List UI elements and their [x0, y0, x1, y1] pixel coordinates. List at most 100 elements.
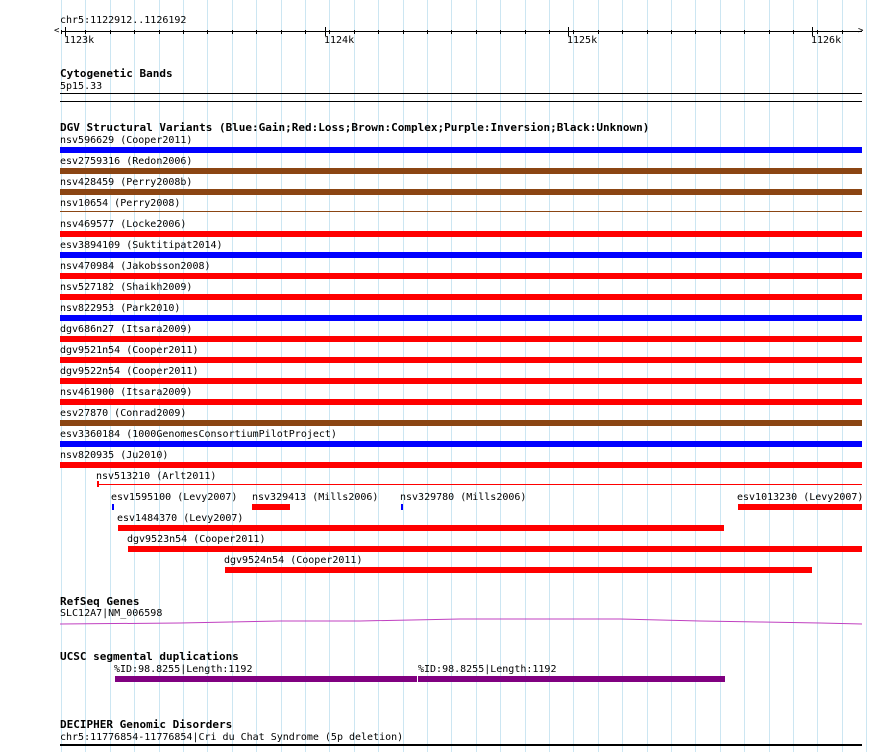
refseq-gene-model[interactable]: [60, 615, 862, 631]
decipher-label[interactable]: chr5:11776854-11776854|Cri du Chat Syndr…: [60, 732, 404, 743]
dgv-feature-bar[interactable]: [60, 211, 862, 212]
ruler-tick-label: 1125k: [567, 35, 598, 46]
ruler-minor-tick: [769, 30, 770, 34]
ruler-minor-tick: [525, 30, 526, 34]
dgv-feature-label[interactable]: nsv329780 (Mills2006): [400, 492, 527, 503]
dgv-feature-bar[interactable]: [60, 294, 862, 300]
dgv-feature-bar[interactable]: [60, 357, 862, 363]
dgv-feature-bar[interactable]: [112, 504, 114, 510]
ruler-minor-tick: [378, 30, 379, 34]
dgv-feature-label[interactable]: esv27870 (Conrad2009): [60, 408, 187, 419]
ruler-left-arrow: <: [54, 26, 60, 36]
ruler-axis: [61, 31, 862, 32]
ruler-minor-tick: [159, 30, 160, 34]
dgv-feature-label[interactable]: esv1013230 (Levy2007): [737, 492, 864, 503]
dgv-feature-label[interactable]: nsv461900 (Itsara2009): [60, 387, 193, 398]
cytoband-label[interactable]: 5p15.33: [60, 81, 103, 92]
dgv-feature-label[interactable]: nsv470984 (Jakobsson2008): [60, 261, 211, 272]
dgv-feature-bar[interactable]: [225, 567, 812, 573]
dgv-feature-label[interactable]: dgv9522n54 (Cooper2011): [60, 366, 199, 377]
dgv-feature-bar[interactable]: [60, 168, 862, 174]
ruler-minor-tick: [305, 30, 306, 34]
ruler-minor-tick: [573, 30, 574, 34]
ruler-minor-tick: [232, 30, 233, 34]
dgv-feature-label[interactable]: dgv9523n54 (Cooper2011): [127, 534, 266, 545]
decipher-track-title[interactable]: DECIPHER Genomic Disorders: [60, 718, 233, 731]
ruler-minor-tick: [671, 30, 672, 34]
refseq-gene-label[interactable]: SLC12A7|NM_006598: [60, 608, 163, 619]
ruler-minor-tick: [720, 30, 721, 34]
ruler-minor-tick: [842, 30, 843, 34]
dgv-feature-bar[interactable]: [60, 147, 862, 153]
dgv-feature-label[interactable]: esv3360184 (1000GenomesConsortiumPilotPr…: [60, 429, 337, 440]
grid-line: [305, 0, 306, 752]
dgv-feature-cap[interactable]: [97, 481, 99, 487]
ruler-minor-tick: [256, 30, 257, 34]
cytoband-track-title[interactable]: Cytogenetic Bands: [60, 67, 173, 80]
dgv-feature-label[interactable]: dgv9524n54 (Cooper2011): [224, 555, 363, 566]
segdup-track-title[interactable]: UCSC segmental duplications: [60, 650, 239, 663]
grid-line: [256, 0, 257, 752]
dgv-feature-label[interactable]: nsv428459 (Perry2008b): [60, 177, 193, 188]
dgv-feature-bar[interactable]: [252, 504, 290, 510]
dgv-feature-bar[interactable]: [60, 441, 862, 447]
ruler-major-tick: [65, 27, 66, 36]
decipher-bar[interactable]: [60, 744, 862, 746]
dgv-feature-label[interactable]: nsv469577 (Locke2006): [60, 219, 187, 230]
dgv-feature-label[interactable]: nsv820935 (Ju2010): [60, 450, 169, 461]
grid-line: [695, 0, 696, 752]
dgv-feature-label[interactable]: esv2759316 (Redon2006): [60, 156, 193, 167]
ruler-major-tick: [812, 27, 813, 36]
dgv-feature-bar[interactable]: [60, 420, 862, 426]
dgv-feature-label[interactable]: nsv329413 (Mills2006): [252, 492, 379, 503]
segdup-bar-2[interactable]: [418, 676, 725, 682]
dgv-feature-bar[interactable]: [60, 273, 862, 279]
grid-line: [647, 0, 648, 752]
grid-line: [427, 0, 428, 752]
dgv-feature-label[interactable]: esv1484370 (Levy2007): [117, 513, 244, 524]
dgv-feature-label[interactable]: nsv513210 (Arlt2011): [96, 471, 217, 482]
grid-line: [207, 0, 208, 752]
dgv-feature-bar[interactable]: [60, 378, 862, 384]
dgv-feature-label[interactable]: nsv10654 (Perry2008): [60, 198, 181, 209]
dgv-feature-label[interactable]: nsv527182 (Shaikh2009): [60, 282, 193, 293]
dgv-feature-label[interactable]: dgv686n27 (Itsara2009): [60, 324, 193, 335]
dgv-feature-bar[interactable]: [118, 525, 724, 531]
dgv-feature-label[interactable]: esv1595100 (Levy2007): [111, 492, 238, 503]
cytoband-band-bottom: [60, 101, 862, 102]
dgv-feature-bar[interactable]: [60, 336, 862, 342]
dgv-feature-bar[interactable]: [401, 504, 403, 510]
cytoband-band-top: [60, 93, 862, 94]
grid-line: [866, 0, 867, 752]
ruler-minor-tick: [207, 30, 208, 34]
dgv-feature-bar[interactable]: [60, 189, 862, 195]
grid-line: [720, 0, 721, 752]
dgv-feature-bar[interactable]: [60, 252, 862, 258]
grid-line: [598, 0, 599, 752]
ruler-minor-tick: [695, 30, 696, 34]
dgv-feature-bar[interactable]: [60, 315, 862, 321]
dgv-feature-bar[interactable]: [60, 462, 862, 468]
dgv-feature-bar[interactable]: [60, 231, 862, 237]
ruler-major-tick: [568, 27, 569, 36]
dgv-feature-bar[interactable]: [738, 504, 862, 510]
ruler-minor-tick: [744, 30, 745, 34]
dgv-feature-bar[interactable]: [60, 399, 862, 405]
segdup-label-1[interactable]: %ID:98.8255|Length:1192: [114, 664, 253, 675]
ruler-minor-tick: [476, 30, 477, 34]
dgv-track-title[interactable]: DGV Structural Variants (Blue:Gain;Red:L…: [60, 121, 650, 134]
refseq-track-title[interactable]: RefSeq Genes: [60, 595, 140, 608]
dgv-feature-label[interactable]: nsv822953 (Park2010): [60, 303, 181, 314]
dgv-feature-label[interactable]: dgv9521n54 (Cooper2011): [60, 345, 199, 356]
dgv-feature-label[interactable]: nsv596629 (Cooper2011): [60, 135, 193, 146]
ruler-minor-tick: [61, 30, 62, 34]
segdup-bar-1[interactable]: [115, 676, 417, 682]
dgv-feature-bar[interactable]: [97, 484, 862, 485]
segdup-label-2[interactable]: %ID:98.8255|Length:1192: [418, 664, 557, 675]
grid-line: [671, 0, 672, 752]
grid-line: [549, 0, 550, 752]
dgv-feature-label[interactable]: esv3894109 (Suktitipat2014): [60, 240, 223, 251]
ruler-minor-tick: [85, 30, 86, 34]
dgv-feature-bar[interactable]: [128, 546, 862, 552]
